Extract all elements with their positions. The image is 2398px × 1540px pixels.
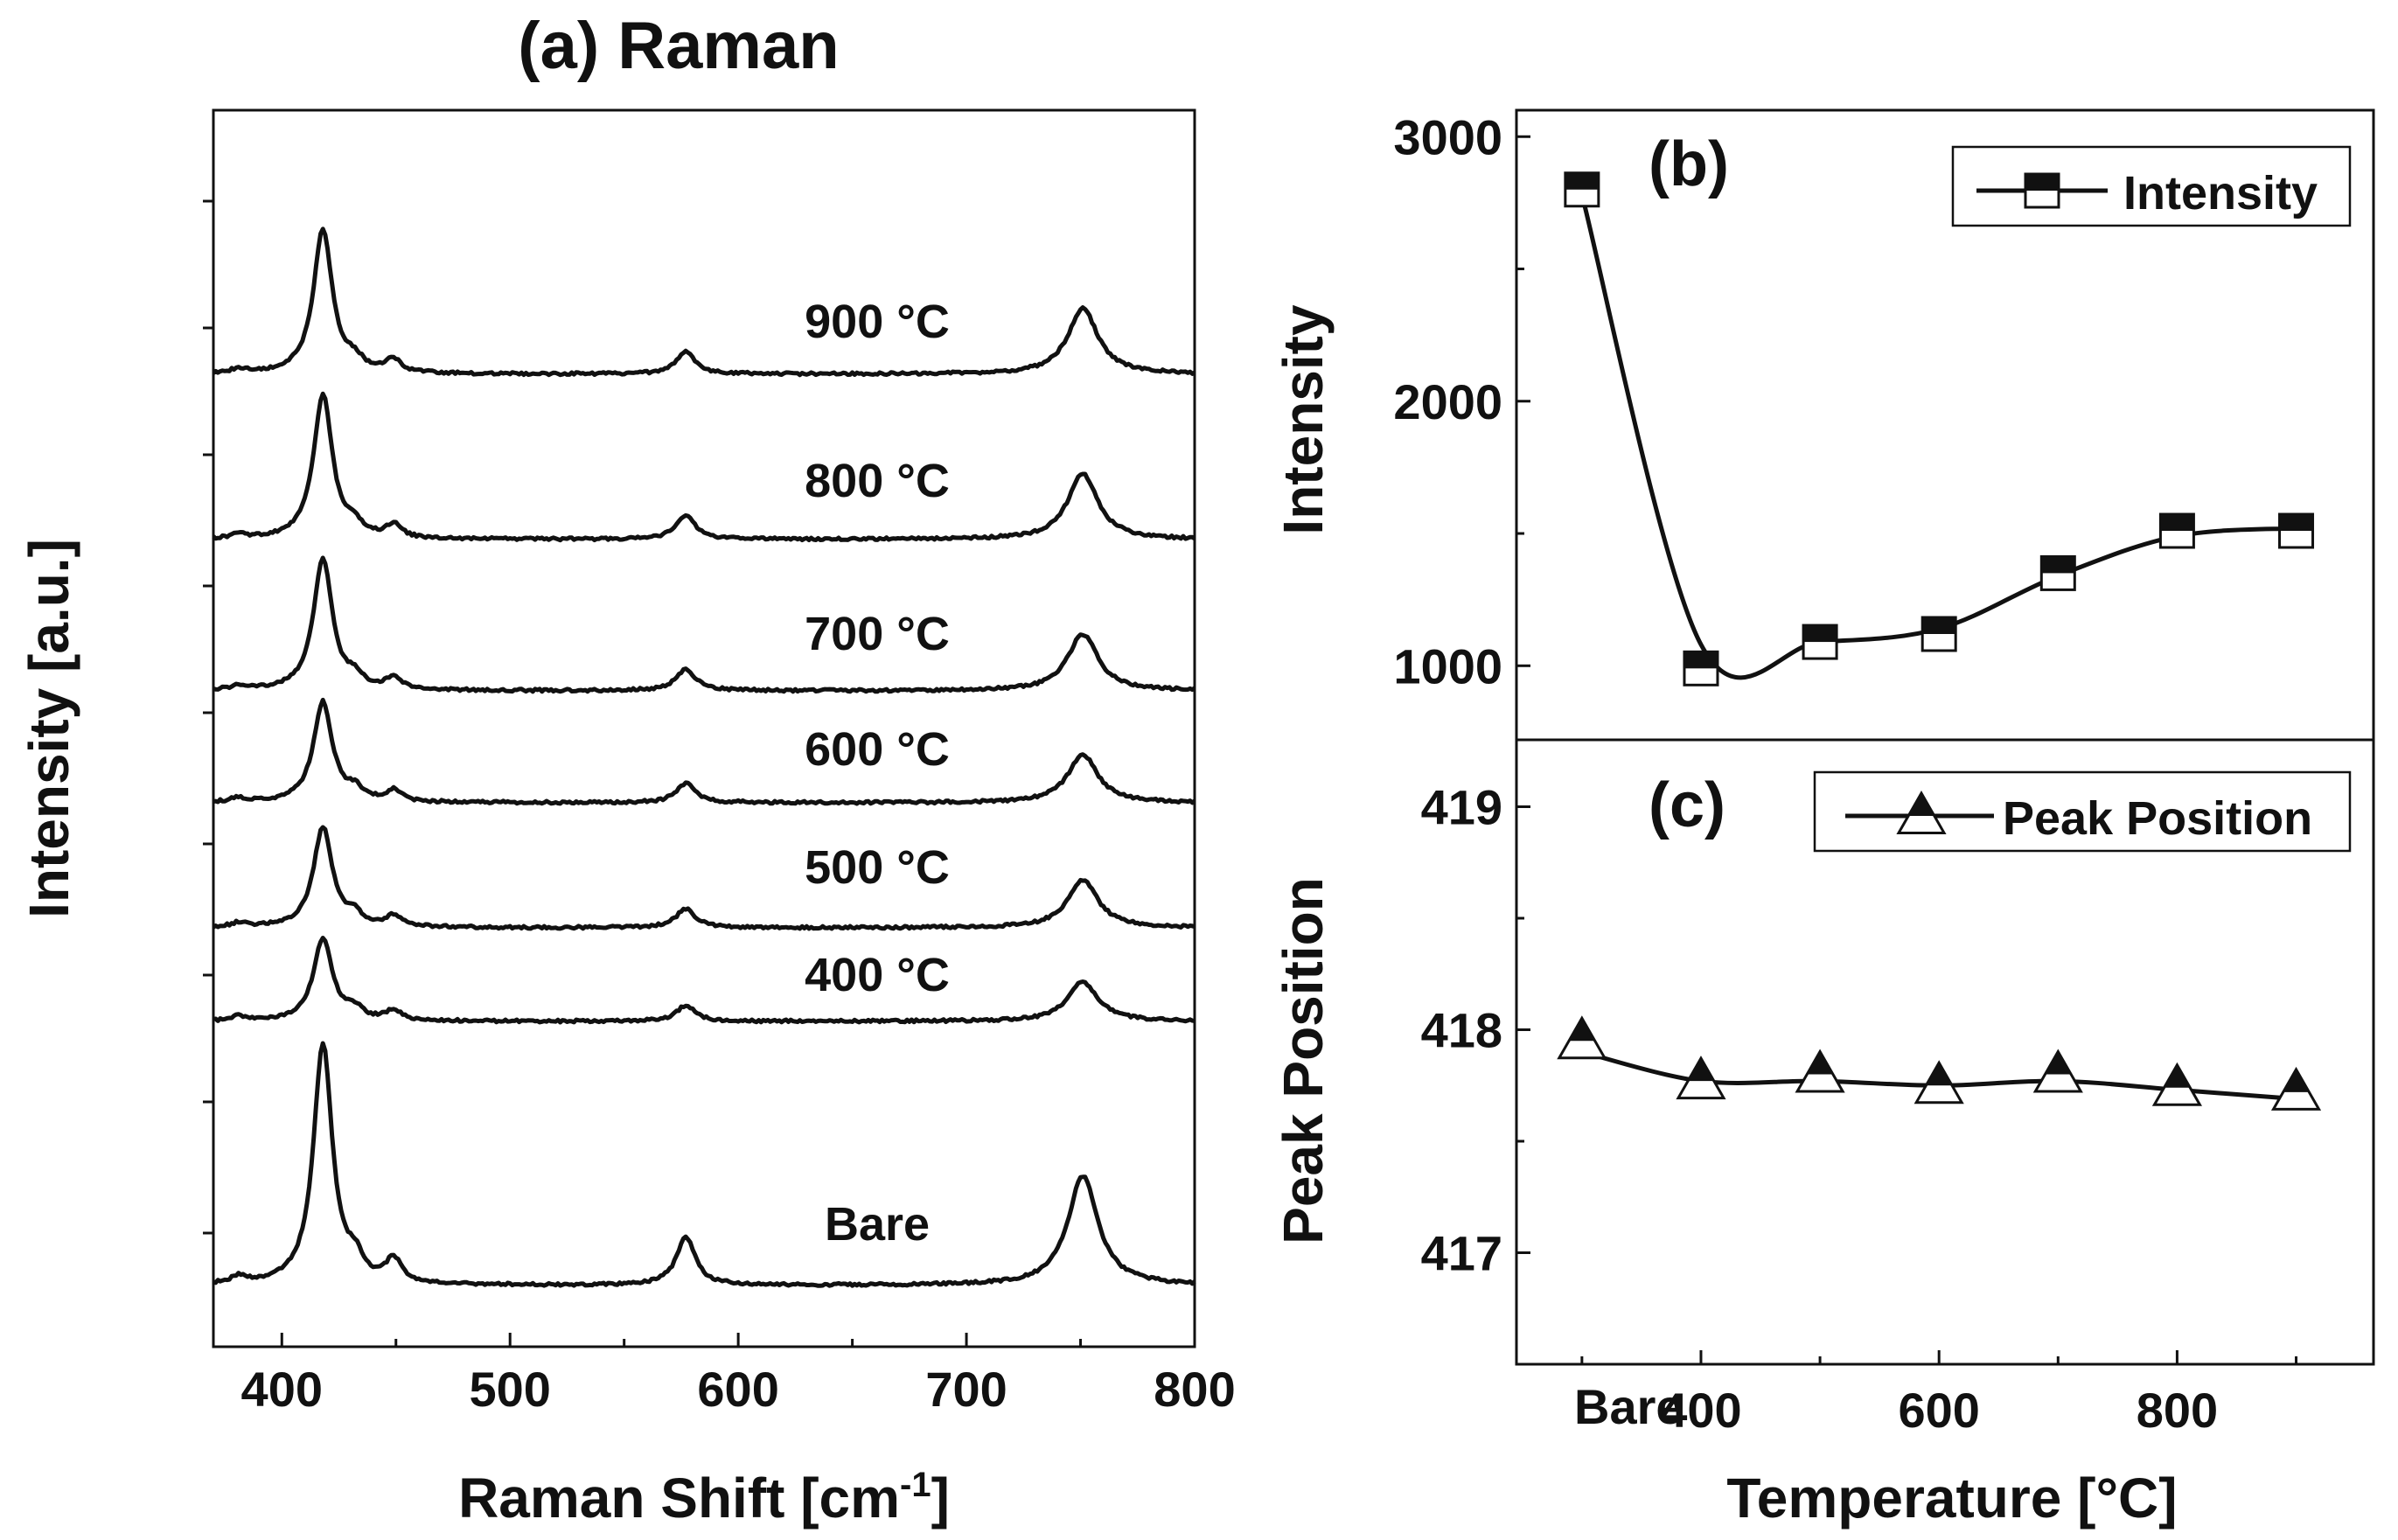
panel-a-raman: (a) Raman 400 500 600 700 800 900 °C 800 °C 70… <box>17 9 1236 1530</box>
raman-trace-label: 600 °C <box>805 723 950 776</box>
raman-trace-label: 400 °C <box>805 949 950 1001</box>
panel-b-intensity: 1000 2000 3000 (b) Intensity Intensity <box>1272 108 2375 742</box>
intensity-marker-fill <box>2279 514 2313 532</box>
panel-c-peak-position: 417 418 419 (c) Peak Position Peak Positio… <box>1272 738 2375 1530</box>
panel-c-ticks: 417 418 419 <box>1421 780 2298 1364</box>
panel-c-x-tick-label: 400 <box>1660 1383 1741 1438</box>
peak-position-marker-fill <box>1688 1058 1714 1082</box>
panel-b-legend: Intensity <box>1951 145 2352 227</box>
panel-a-x-tick-label: 700 <box>925 1362 1007 1417</box>
panel-c-plot-frame <box>1515 738 2375 1366</box>
raman-trace <box>212 226 1196 378</box>
raman-trace <box>213 936 1196 1025</box>
panel-c-legend: Peak Position <box>1813 770 2352 853</box>
panel-b-y-tick-label: 1000 <box>1393 638 1502 693</box>
panel-a-traces <box>212 226 1196 1288</box>
peak-position-marker-fill <box>2045 1051 2072 1075</box>
panel-b-ticks: 1000 2000 3000 <box>1393 109 1530 693</box>
panel-b-y-axis-label: Intensity <box>1272 304 1335 535</box>
raman-trace-label: Bare <box>825 1198 930 1251</box>
panel-c-legend-marker <box>1896 790 1947 834</box>
panel-b-markers <box>1564 171 2315 686</box>
panel-c-x-axis-label: Temperature [°C] <box>1726 1467 2177 1530</box>
panel-a-ticks: 400 500 600 700 800 <box>203 199 1236 1417</box>
panel-a-title: (a) Raman <box>518 9 839 83</box>
panel-c-legend-box <box>1813 770 2352 853</box>
panel-a-plot-frame <box>212 108 1196 1348</box>
intensity-marker-fill <box>2160 514 2194 532</box>
intensity-marker-fill <box>1803 625 1837 643</box>
panel-c-y-axis-label: Peak Position <box>1272 877 1335 1244</box>
panel-a-x-tick-label: 500 <box>469 1362 550 1417</box>
panel-a-x-axis-label: Raman Shift [cm-1] <box>458 1466 950 1530</box>
raman-trace-label: 800 °C <box>805 455 950 507</box>
raman-trace-label: 900 °C <box>805 296 950 348</box>
peak-position-marker-fill <box>1569 1018 1595 1042</box>
intensity-marker-fill <box>1683 652 1718 669</box>
panel-b-legend-box <box>1951 145 2352 227</box>
intensity-marker-fill <box>1565 172 1599 190</box>
peak-position-marker-fill <box>1807 1051 1833 1075</box>
peak-position-legend-marker-fill <box>1908 793 1934 816</box>
panel-b-legend-text: Intensity <box>2123 167 2318 220</box>
raman-trace <box>213 697 1196 806</box>
intensity-marker-fill <box>1922 617 1956 634</box>
panel-c-label: (c) <box>1649 770 1725 840</box>
panel-c-x-tick-label: Bare <box>1574 1379 1683 1434</box>
panel-b-y-tick-label: 3000 <box>1393 109 1502 164</box>
panel-b-label: (b) <box>1649 129 1729 199</box>
raman-trace <box>212 391 1196 543</box>
panel-c-x-tick-label: 600 <box>1898 1383 1979 1438</box>
peak-position-marker-fill <box>2164 1064 2191 1088</box>
panel-c-y-tick-label: 418 <box>1421 1003 1502 1058</box>
panel-c-y-tick-label: 419 <box>1421 780 1502 835</box>
peak-position-marker-fill <box>1926 1063 1953 1086</box>
panel-c-markers <box>1557 1015 2322 1111</box>
panel-a-x-tick-label: 600 <box>697 1362 778 1417</box>
panel-a-y-axis-label: Intensity [a.u.] <box>17 539 80 918</box>
panel-b-fit-line <box>1579 194 2297 680</box>
intensity-marker-fill <box>2041 556 2075 574</box>
raman-trace <box>212 825 1196 931</box>
panel-a-x-tick-label: 400 <box>241 1362 323 1417</box>
raman-trace-label: 700 °C <box>805 608 950 660</box>
raman-trace <box>213 1041 1196 1288</box>
panel-c-legend-text: Peak Position <box>2003 792 2312 845</box>
panel-c-x-tick-label: 800 <box>2137 1383 2218 1438</box>
panel-c-y-tick-label: 417 <box>1421 1226 1502 1281</box>
intensity-legend-marker-fill <box>2025 174 2059 191</box>
panel-b-y-tick-label: 2000 <box>1393 374 1502 429</box>
raman-trace-label: 500 °C <box>805 841 950 894</box>
panel-b-legend-marker <box>2024 172 2060 209</box>
raman-trace <box>213 555 1196 694</box>
peak-position-marker-fill <box>2283 1069 2310 1092</box>
panel-a-trace-labels: 900 °C 800 °C 700 °C 600 °C 500 °C 400 °C Bare <box>805 296 950 1251</box>
panel-a-x-tick-label: 800 <box>1154 1362 1235 1417</box>
